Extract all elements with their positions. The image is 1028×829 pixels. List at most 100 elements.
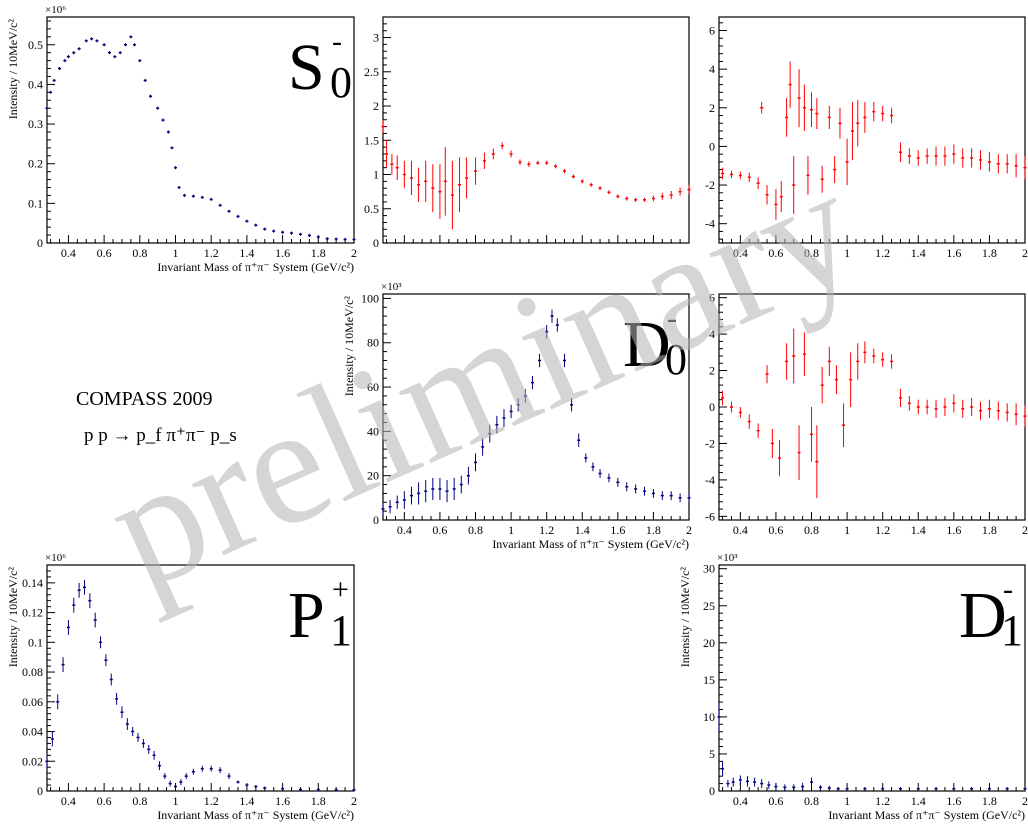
x-tick-label: 1 [844, 246, 850, 260]
y-tick-label: 0.5 [28, 38, 43, 52]
wave-label-subscript: 0 [330, 58, 352, 107]
x-tick-label: 0.6 [768, 794, 783, 808]
x-tick-label: 1.6 [610, 523, 625, 537]
x-tick-label: 0.4 [733, 523, 748, 537]
x-tick-label: 1.6 [946, 794, 961, 808]
x-tick-label: 0.6 [768, 523, 783, 537]
x-tick-label: 1.2 [875, 523, 890, 537]
x-tick-label: 0.8 [804, 523, 819, 537]
plot-frame [382, 293, 690, 521]
y-tick-label: 0.3 [28, 117, 43, 131]
y-tick-label: 2.5 [364, 65, 379, 79]
y-tick-label: 6 [709, 24, 715, 38]
wave-label: P [288, 579, 325, 652]
y-axis-label: Intensity / 10MeV/c² [342, 296, 356, 397]
x-tick-label: 1.4 [239, 246, 254, 260]
y-tick-label: 0 [709, 139, 715, 153]
y-tick-label: 25 [703, 599, 715, 613]
experiment-label: COMPASS 2009 [76, 388, 213, 410]
x-tick-label: 0.8 [132, 246, 147, 260]
wave-label-subscript: 1 [330, 606, 352, 655]
wave-label-superscript: - [332, 25, 342, 58]
x-tick-label: 0.6 [768, 246, 783, 260]
x-tick-label: 2 [686, 523, 692, 537]
y-axis-label: Intensity / 10MeV/c² [678, 567, 692, 668]
wave-label: S [288, 31, 325, 104]
x-axis-label: Invariant Mass of π⁺π⁻ System (GeV/c²) [157, 808, 354, 822]
panel-p3: 0.4 0.6 0.8 1 1.2 1.4 1.6 1.8 2 -4 -2 0 2 4 6 [705, 16, 1028, 260]
y-tick-label: -6 [705, 509, 715, 523]
x-tick-label: 2 [351, 794, 357, 808]
y-tick-label: -4 [705, 217, 715, 231]
panel-p6: 0.4 0.6 0.8 1 1.2 1.4 1.6 1.8 2 0 0.02 0.04 0.06 0.08… [6, 552, 357, 822]
x-tick-label: 0.4 [61, 794, 76, 808]
x-tick-label: 1.8 [311, 246, 326, 260]
x-tick-label: 1.6 [275, 246, 290, 260]
y-tick-label: -2 [705, 178, 715, 192]
x-tick-label: 1.8 [982, 794, 997, 808]
x-tick-label: 1.6 [275, 794, 290, 808]
wave-label: D [959, 579, 1007, 652]
y-tick-label: 1.5 [364, 133, 379, 147]
y-tick-label: -4 [705, 473, 715, 487]
y-tick-label: 0.08 [22, 665, 43, 679]
y-tick-label: 60 [367, 380, 379, 394]
x-tick-label: 0.4 [397, 523, 412, 537]
y-tick-label: 0 [709, 784, 715, 798]
y-axis-label: Intensity / 10MeV/c² [6, 19, 20, 120]
y-tick-label: 20 [703, 636, 715, 650]
x-tick-label: 1.2 [204, 246, 219, 260]
x-tick-label: 1 [173, 794, 179, 808]
wave-label-subscript: 1 [1001, 606, 1023, 655]
y-tick-label: 2 [373, 99, 379, 113]
x-tick-label: 1.6 [946, 523, 961, 537]
x-tick-label: 1.4 [911, 246, 926, 260]
x-tick-label: 1.6 [946, 246, 961, 260]
plot-grid: 0.4 0.6 0.8 1 1.2 1.4 1.6 1.8 200.10.20.30.40.5×… [6, 4, 1028, 822]
x-tick-label: 0.8 [132, 794, 147, 808]
panel-p4: 0.4 0.6 0.8 1 1.2 1.4 1.6 1.8 2020406080100×10³I… [342, 281, 692, 551]
x-tick-label: 1.2 [204, 794, 219, 808]
x-tick-label: 1.4 [239, 794, 254, 808]
x-tick-label: 1.2 [539, 523, 554, 537]
y-tick-label: 0 [709, 400, 715, 414]
wave-label-superscript: - [1003, 573, 1013, 606]
y-tick-label: 40 [367, 424, 379, 438]
panel-p1: 0.4 0.6 0.8 1 1.2 1.4 1.6 1.8 2 0 0.1 0.2 0.3 0.4 0.5 ×… [6, 4, 357, 274]
y-tick-label: 4 [709, 327, 715, 341]
y-tick-label: 0.14 [22, 576, 43, 590]
x-tick-label: 0.8 [468, 523, 483, 537]
x-tick-label: 2 [1022, 246, 1028, 260]
x-tick-label: 1.4 [911, 523, 926, 537]
x-tick-label: 1.8 [982, 246, 997, 260]
x-tick-label: 2 [1022, 523, 1028, 537]
panel-p5: 0.4 0.6 0.8 1 1.2 1.4 1.6 1.8 2 -6 -4 -2 0 2 4 6 [705, 291, 1028, 537]
plot-frame [718, 564, 1026, 792]
x-axis-label: Invariant Mass of π⁺π⁻ System (GeV/c²) [157, 260, 354, 274]
y-tick-label: 30 [703, 562, 715, 576]
x-tick-label: 0.6 [97, 794, 112, 808]
y-tick-label: 0.02 [22, 754, 43, 768]
y-tick-label: 5 [709, 747, 715, 761]
y-tick-label: 3 [373, 31, 379, 45]
x-tick-label: 0.8 [804, 794, 819, 808]
x-axis-label: Invariant Mass of π⁺π⁻ System (GeV/c²) [828, 808, 1025, 822]
x-tick-label: 0.6 [97, 246, 112, 260]
y-tick-label: 15 [703, 673, 715, 687]
y-tick-label: 0.4 [28, 77, 43, 91]
y-tick-label: 100 [361, 291, 379, 305]
panel-p7: 0.4 0.6 0.8 1 1.2 1.4 1.6 1.8 2051015202530×10³I… [678, 552, 1028, 822]
wave-label: D [623, 308, 671, 381]
x-tick-label: 1.2 [875, 246, 890, 260]
y-tick-label: 0.2 [28, 157, 43, 171]
panel-p2: 0 0.5 1 1.5 2 2.5 3 [364, 16, 691, 250]
plot-frame [718, 16, 1026, 244]
x-tick-label: 1.4 [575, 523, 590, 537]
x-tick-label: 0.4 [733, 246, 748, 260]
plot-frame [46, 16, 355, 244]
y-tick-label: 0.04 [22, 725, 43, 739]
x-tick-label: 1.8 [982, 523, 997, 537]
y-tick-label: 0.1 [28, 635, 43, 649]
y-tick-label: 0.1 [28, 196, 43, 210]
wave-label-superscript: - [667, 302, 677, 335]
